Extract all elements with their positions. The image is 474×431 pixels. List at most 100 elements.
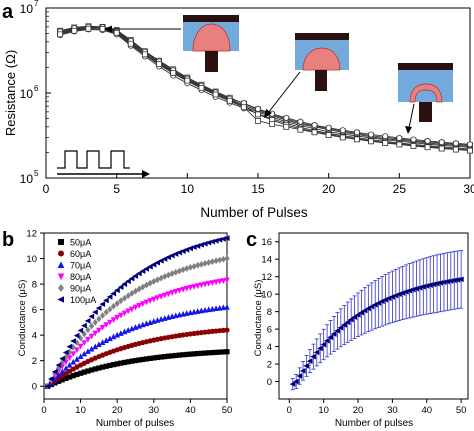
data-point-a xyxy=(382,140,389,146)
data-point-c xyxy=(440,279,447,286)
data-point-b xyxy=(224,277,230,284)
x-tick-label-b: 50 xyxy=(222,405,233,416)
data-point-b xyxy=(92,330,99,337)
data-point-b xyxy=(77,343,84,350)
data-point-a xyxy=(283,123,290,130)
data-point-b xyxy=(63,375,69,381)
data-point-b xyxy=(150,296,157,303)
data-point-b xyxy=(118,312,124,319)
data-point-a xyxy=(438,139,445,146)
panel-letter-c: c xyxy=(246,229,257,251)
data-point-b xyxy=(103,322,110,328)
data-point-b xyxy=(96,341,102,348)
x-tick-label-c: 30 xyxy=(387,405,398,416)
data-point-b xyxy=(129,358,135,364)
data-point-b xyxy=(173,352,179,359)
data-point-c xyxy=(437,280,444,286)
x-axis-label-b: Number of pulses xyxy=(96,418,174,429)
data-point-b xyxy=(110,317,117,323)
data-point-c xyxy=(427,282,433,288)
x-tick-label-c: 20 xyxy=(353,405,364,416)
data-point-b xyxy=(85,326,91,334)
data-point-b xyxy=(216,278,223,285)
data-point-b xyxy=(55,362,62,368)
data-point-a xyxy=(396,134,403,141)
y-tick-exponent-a: 7 xyxy=(34,0,39,8)
data-point-c xyxy=(289,381,296,388)
data-point-b xyxy=(77,327,84,334)
data-point-b xyxy=(158,354,164,360)
data-point-a xyxy=(142,51,148,58)
data-point-b xyxy=(205,280,212,287)
y-tick-label-c: 10 xyxy=(261,290,272,301)
y-axis-label-b: Conductance (μS) xyxy=(17,280,28,357)
data-point-a xyxy=(269,121,276,128)
data-point-b xyxy=(172,289,179,295)
data-point-c xyxy=(306,358,313,365)
data-point-b xyxy=(216,236,223,243)
data-point-a xyxy=(368,131,375,138)
y-tick-label-c: 14 xyxy=(261,255,272,266)
data-point-c xyxy=(323,337,330,344)
data-point-b xyxy=(209,280,216,286)
axis-ticks-b: 0 10 20 30 40 50 0 2 4 6 8 10 12 xyxy=(26,229,232,417)
data-point-a xyxy=(255,117,261,124)
data-point-c xyxy=(310,353,316,360)
data-point-c xyxy=(358,309,365,316)
data-point-b xyxy=(191,351,197,357)
legend-label-b: 80μA xyxy=(70,272,91,282)
data-point-b xyxy=(165,291,172,298)
data-point-a xyxy=(368,138,374,145)
data-point-b xyxy=(209,349,215,356)
data-point-c xyxy=(454,276,461,283)
data-point-b xyxy=(136,270,142,277)
data-point-b xyxy=(118,297,124,305)
legend-marker-b xyxy=(57,273,65,281)
legend-label-b: 60μA xyxy=(70,249,91,259)
data-point-b xyxy=(194,283,201,289)
data-point-b xyxy=(121,310,128,317)
data-point-b xyxy=(70,358,77,365)
data-point-c xyxy=(317,345,323,352)
data-point-a xyxy=(311,129,318,136)
data-point-b xyxy=(147,298,153,304)
data-point-b xyxy=(169,290,175,296)
data-point-b xyxy=(220,236,226,242)
data-point-a xyxy=(198,84,205,91)
data-point-b xyxy=(103,363,109,369)
data-point-b xyxy=(184,351,190,358)
data-point-b xyxy=(212,237,219,244)
data-point-c xyxy=(361,307,368,314)
data-point-b xyxy=(66,343,73,350)
data-point-b xyxy=(118,360,124,366)
data-point-c xyxy=(351,314,358,321)
x-axis-label-a: Number of Pulses xyxy=(200,205,308,220)
data-point-b xyxy=(202,350,208,356)
y-tick-label-a: 10 xyxy=(20,172,34,186)
x-tick-label-a: 10 xyxy=(181,182,195,196)
x-tick-label-b: 20 xyxy=(112,405,123,416)
data-point-c xyxy=(296,373,303,379)
data-point-b xyxy=(184,265,190,272)
x-axis-label-c: Number of pulses xyxy=(335,418,413,429)
data-point-b xyxy=(139,301,146,307)
data-point-b xyxy=(81,369,87,375)
data-point-b xyxy=(201,240,208,247)
y-tick-label-b: 12 xyxy=(26,229,37,240)
data-point-a xyxy=(339,127,346,134)
pulse-train-waveform xyxy=(57,150,130,169)
data-point-a xyxy=(396,141,403,148)
data-point-c xyxy=(327,334,334,341)
data-point-c xyxy=(447,278,454,284)
y-tick-label-c: 16 xyxy=(261,237,272,248)
data-point-a xyxy=(325,132,332,138)
data-point-b xyxy=(125,292,131,300)
data-point-b xyxy=(70,338,76,344)
data-point-b xyxy=(92,309,98,316)
data-point-b xyxy=(67,374,73,380)
data-point-b xyxy=(96,315,102,323)
pulse-train-arrow-head xyxy=(142,170,150,178)
data-point-b xyxy=(165,353,172,359)
data-point-b xyxy=(114,287,120,294)
data-point-c xyxy=(433,280,440,287)
